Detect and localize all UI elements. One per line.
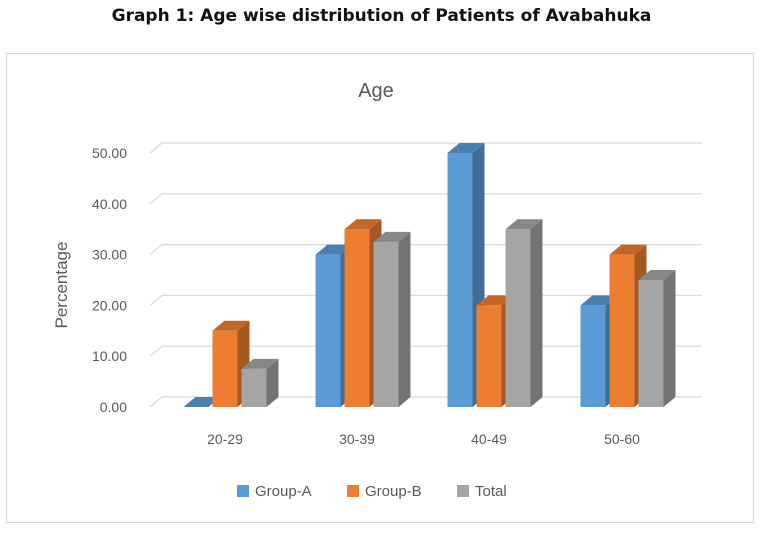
y-tick-label: 0.00 — [100, 399, 127, 415]
bar-group-b-20-29 — [212, 320, 250, 407]
legend-swatch — [457, 485, 469, 497]
y-tick-label: 10.00 — [92, 348, 127, 364]
y-tick-label: 40.00 — [92, 196, 127, 212]
chart-title: Age — [358, 80, 394, 102]
legend-swatch — [347, 485, 359, 497]
bar-total-50-60 — [638, 270, 676, 407]
bar-total-20-29 — [241, 358, 279, 407]
y-tick-label: 20.00 — [92, 297, 127, 313]
legend-swatch — [237, 485, 249, 497]
x-tick-label: 50-60 — [604, 431, 640, 447]
gridline — [149, 142, 702, 154]
x-tick-label: 40-49 — [471, 431, 507, 447]
legend-label: Group-B — [365, 483, 422, 500]
y-tick-label: 30.00 — [92, 247, 127, 263]
bar-total-40-49 — [505, 219, 543, 407]
gridline — [149, 193, 702, 205]
x-tick-label: 30-39 — [339, 431, 375, 447]
bar-total-30-39 — [373, 231, 411, 407]
bars — [183, 143, 676, 407]
y-axis-label: Percentage — [52, 242, 71, 329]
bar-group-a-20-29 — [183, 397, 221, 407]
legend-label: Total — [475, 483, 507, 500]
x-axis-ticks: 20-29 30-39 40-49 50-60 — [207, 431, 640, 447]
chart-heading: Graph 1: Age wise distribution of Patien… — [111, 6, 652, 26]
legend-label: Group-A — [255, 483, 312, 500]
legend: Group-A Group-B Total — [237, 483, 507, 500]
y-axis-ticks: 0.00 10.00 20.00 30.00 40.00 50.00 — [92, 145, 127, 415]
y-tick-label: 50.00 — [92, 145, 127, 161]
x-tick-label: 20-29 — [207, 431, 243, 447]
